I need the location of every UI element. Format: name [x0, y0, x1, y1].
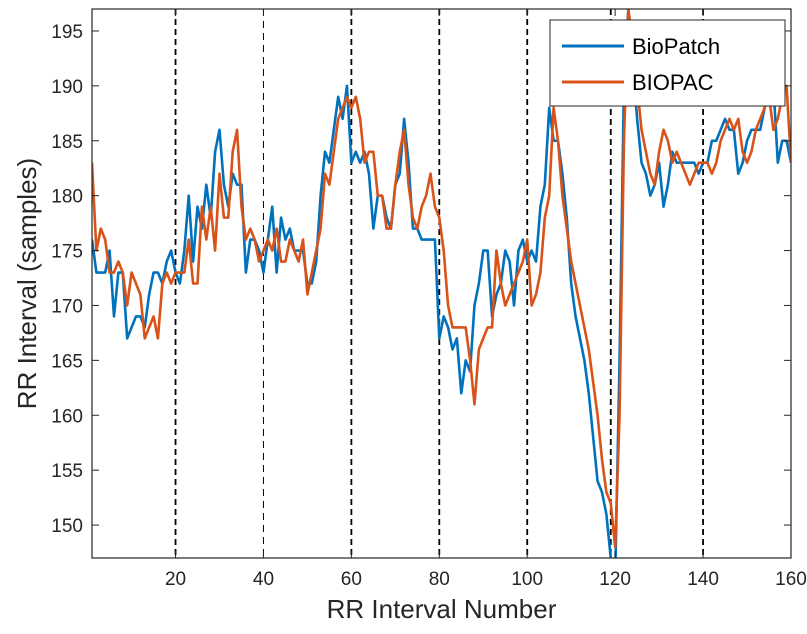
legend-label-biopac: BIOPAC — [632, 70, 714, 95]
y-tick-label: 150 — [51, 516, 83, 537]
legend-label-biopatch: BioPatch — [632, 34, 720, 59]
series-line-biopac — [92, 9, 791, 549]
x-tick-label: 140 — [687, 569, 719, 590]
x-tick-label: 20 — [165, 569, 186, 590]
legend-box — [549, 19, 786, 107]
x-tick-label: 80 — [429, 569, 450, 590]
y-tick-label: 195 — [51, 22, 83, 43]
x-tick-label: 120 — [599, 569, 631, 590]
x-tick-label: 160 — [775, 569, 807, 590]
y-tick-label: 185 — [51, 132, 83, 153]
plot-frame — [91, 8, 792, 559]
y-axis-label: RR Interval (samples) — [12, 158, 42, 409]
y-tick-label: 190 — [51, 77, 83, 98]
y-tick-label: 180 — [51, 187, 83, 208]
y-tick-label: 165 — [51, 351, 83, 372]
y-tick-label: 170 — [51, 296, 83, 317]
x-tick-label: 100 — [511, 569, 543, 590]
x-tick-label: 60 — [341, 569, 362, 590]
legend: BioPatch BIOPAC — [549, 19, 786, 107]
y-tick-label: 155 — [51, 461, 83, 482]
x-tick-label: 40 — [253, 569, 274, 590]
y-tick-label: 160 — [51, 406, 83, 427]
axis-ticks: 20 40 60 80 100 120 140 160 150 155 160 165 170 175 18… — [51, 9, 807, 590]
y-tick-label: 175 — [51, 242, 83, 263]
series-lines — [92, 9, 791, 558]
x-axis-label: RR Interval Number — [327, 594, 557, 624]
